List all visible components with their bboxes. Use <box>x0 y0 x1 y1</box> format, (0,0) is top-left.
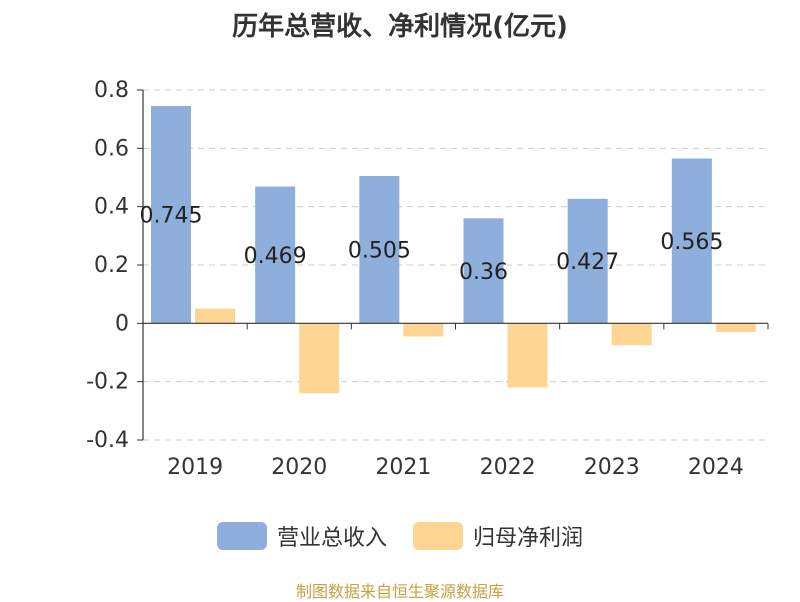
revenue-bar <box>463 218 504 324</box>
x-tick-label: 2024 <box>688 455 744 480</box>
legend-swatch-revenue <box>216 522 267 550</box>
axes <box>137 89 769 441</box>
legend: 营业总收入 归母净利润 <box>0 518 800 554</box>
x-tick-label: 2019 <box>167 455 223 480</box>
y-tick-label: 0.4 <box>94 195 129 220</box>
net-profit-bar <box>715 323 756 333</box>
x-tick-label: 2020 <box>271 455 327 480</box>
net-profit-bar <box>299 323 340 394</box>
y-tick-label: -0.4 <box>86 428 129 453</box>
y-tick-label: 0 <box>115 311 129 336</box>
net-profit-bar <box>611 323 652 346</box>
x-tick-label: 2022 <box>480 455 536 480</box>
y-tick-label: 0.8 <box>94 78 129 103</box>
legend-label-net-profit: 归母净利润 <box>473 526 584 551</box>
revenue-data-label: 0.565 <box>660 230 723 255</box>
revenue-bar <box>255 186 296 324</box>
legend-label-revenue: 营业总收入 <box>276 526 387 551</box>
legend-item-net-profit[interactable]: 归母净利润 <box>413 520 583 552</box>
y-tick-label: 0.6 <box>94 136 129 161</box>
y-tick-label: -0.2 <box>86 370 129 395</box>
revenue-data-label: 0.427 <box>556 250 619 275</box>
legend-item-revenue[interactable]: 营业总收入 <box>216 520 387 552</box>
net-profit-bar <box>403 323 444 337</box>
revenue-bar <box>671 158 712 324</box>
x-tick-label: 2023 <box>584 455 640 480</box>
revenue-bar <box>567 198 608 324</box>
bars <box>151 106 756 394</box>
revenue-bar <box>151 106 191 324</box>
revenue-data-label: 0.36 <box>459 260 508 285</box>
net-profit-bar <box>195 308 235 324</box>
revenue-data-label: 0.745 <box>140 204 203 229</box>
source-footer: 制图数据来自恒生聚源数据库 <box>295 582 504 601</box>
revenue-data-label: 0.469 <box>244 244 307 269</box>
revenue-bar <box>359 176 400 324</box>
x-tick-label: 2021 <box>375 455 431 480</box>
y-tick-label: 0.2 <box>94 253 129 278</box>
grid-lines <box>143 89 768 441</box>
revenue-data-label: 0.505 <box>348 239 411 264</box>
legend-swatch-net-profit <box>413 522 463 550</box>
labels: 0.8 0.6 0.4 0.2 0 -0.2 -0.4 2019 2020 2021 2022 202… <box>86 78 744 480</box>
chart-title: 历年总营收、净利情况(亿元) <box>232 12 568 42</box>
net-profit-bar <box>507 323 548 388</box>
